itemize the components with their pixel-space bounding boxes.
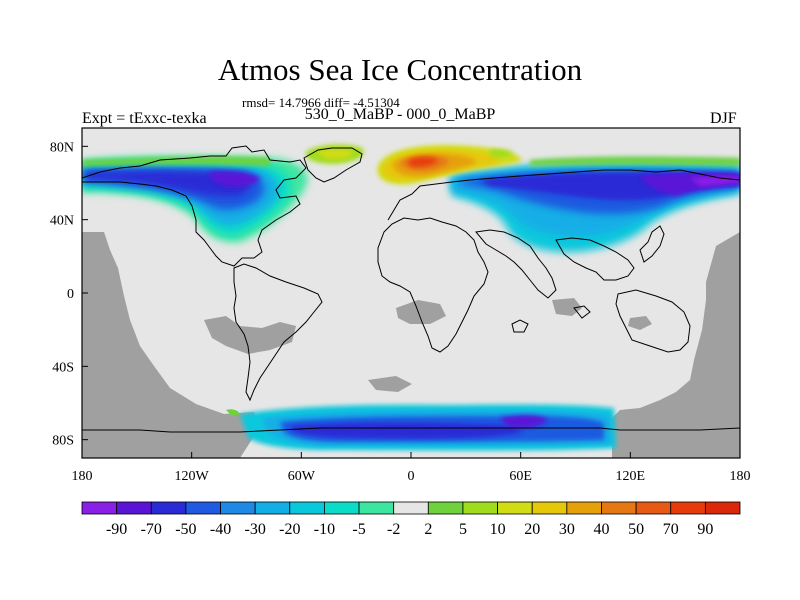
- x-tick-label: 60E: [509, 469, 532, 484]
- colorbar-label: 50: [628, 521, 644, 538]
- colorbar-box: [150, 501, 187, 515]
- colorbar-box: [81, 501, 118, 515]
- land-mask: [82, 232, 740, 458]
- map-field: [82, 144, 740, 458]
- antarctic-field: [226, 404, 616, 451]
- colorbar-box: [393, 501, 429, 515]
- colorbar-label: -30: [244, 521, 265, 538]
- coastlines: [82, 145, 740, 433]
- experiment-label: Expt = tExxc-texka: [82, 110, 207, 127]
- colorbar-label: 20: [524, 521, 540, 538]
- x-tick-label: 180: [730, 469, 751, 484]
- chart-title: Atmos Sea Ice Concentration: [217, 52, 583, 87]
- colorbar-box: [220, 501, 256, 515]
- colorbar-label: 5: [459, 521, 467, 538]
- colorbar-label: 40: [593, 521, 609, 538]
- colorbar-label: -50: [175, 521, 196, 538]
- colorbar-box: [427, 501, 464, 515]
- colorbar-box: [324, 501, 360, 515]
- chart-subtitle: 530_0_MaBP - 000_0_MaBP: [304, 106, 496, 123]
- x-tick-label: 0: [408, 469, 415, 484]
- colorbar-box: [358, 501, 395, 515]
- season-label: DJF: [710, 110, 737, 127]
- colorbar-box: [601, 501, 637, 515]
- colorbar-label: -70: [141, 521, 162, 538]
- colorbar-box: [462, 501, 498, 515]
- colorbar-label: -90: [106, 521, 127, 538]
- colorbar-label: 30: [559, 521, 575, 538]
- colorbar-label: 70: [663, 521, 679, 538]
- arctic-field-west: [82, 156, 308, 243]
- colorbar-label: -5: [352, 521, 365, 538]
- colorbar-label: 2: [424, 521, 432, 538]
- colorbar-box: [566, 501, 602, 515]
- colorbar-box: [116, 501, 152, 515]
- colorbar: -90 -70 -50 -40 -30 -20 -10 -5 -2 2 5 10 20 30 40 50 70 9…: [81, 501, 741, 538]
- arctic-positive-patch: [305, 144, 522, 185]
- stats-text: rmsd= 14.7966 diff= -4.51304: [242, 95, 400, 110]
- colorbar-box: [670, 501, 706, 515]
- x-tick-label: 120E: [616, 469, 646, 484]
- colorbar-label: -20: [279, 521, 300, 538]
- x-axis: 180 120W 60W 0 60E 120E 180: [72, 452, 751, 484]
- colorbar-label: 10: [490, 521, 506, 538]
- colorbar-label: -40: [210, 521, 231, 538]
- colorbar-box: [254, 501, 291, 515]
- colorbar-box: [635, 501, 672, 515]
- y-tick-label: 80N: [50, 140, 74, 155]
- colorbar-box: [531, 501, 568, 515]
- colorbar-box: [289, 501, 325, 515]
- colorbar-box: [185, 501, 221, 515]
- colorbar-label: 90: [697, 521, 713, 538]
- y-tick-label: 80S: [52, 434, 74, 449]
- arctic-field-east: [450, 156, 740, 253]
- colorbar-label: -2: [387, 521, 400, 538]
- y-tick-label: 40S: [52, 360, 74, 375]
- colorbar-box: [704, 501, 741, 515]
- y-tick-label: 40N: [50, 214, 74, 229]
- y-tick-label: 0: [67, 287, 74, 302]
- x-tick-label: 120W: [175, 469, 210, 484]
- x-tick-label: 60W: [288, 469, 316, 484]
- y-axis: 80N 40N 0 40S 80S: [50, 140, 88, 449]
- colorbar-label: -10: [314, 521, 335, 538]
- colorbar-box: [497, 501, 533, 515]
- x-tick-label: 180: [72, 469, 93, 484]
